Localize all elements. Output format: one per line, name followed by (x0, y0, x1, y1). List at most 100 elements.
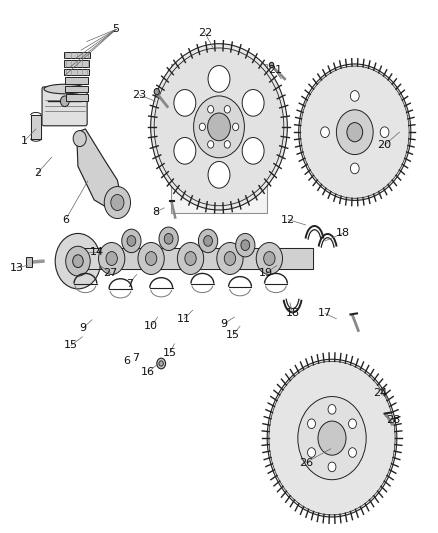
Circle shape (256, 243, 283, 274)
Circle shape (122, 229, 141, 253)
Text: 28: 28 (386, 415, 400, 425)
Circle shape (328, 462, 336, 472)
Text: 11: 11 (177, 314, 191, 324)
Circle shape (299, 64, 411, 200)
Bar (64, 60, 89, 67)
Circle shape (73, 255, 83, 268)
Circle shape (73, 131, 86, 147)
Bar (26, 257, 32, 266)
Circle shape (154, 48, 284, 206)
Circle shape (66, 246, 90, 276)
Circle shape (208, 113, 230, 141)
Polygon shape (85, 248, 313, 269)
Text: 18: 18 (336, 229, 350, 238)
Circle shape (321, 127, 329, 138)
Text: 17: 17 (318, 309, 332, 318)
FancyBboxPatch shape (42, 87, 87, 126)
Circle shape (159, 361, 163, 366)
Circle shape (111, 195, 124, 211)
Circle shape (336, 110, 373, 155)
Circle shape (236, 233, 255, 257)
Ellipse shape (44, 84, 86, 94)
Circle shape (164, 233, 173, 244)
Text: 5: 5 (113, 25, 120, 34)
Circle shape (185, 252, 196, 265)
Circle shape (177, 243, 204, 274)
Circle shape (307, 448, 315, 457)
Circle shape (269, 62, 274, 68)
Text: 15: 15 (163, 348, 177, 358)
Circle shape (300, 66, 409, 198)
Circle shape (199, 123, 205, 131)
Text: 24: 24 (373, 389, 387, 398)
Text: 2: 2 (34, 168, 41, 178)
Circle shape (194, 96, 244, 158)
Circle shape (208, 66, 230, 92)
Circle shape (198, 229, 218, 253)
Circle shape (318, 421, 346, 455)
Text: 9: 9 (220, 319, 227, 329)
Circle shape (349, 448, 357, 457)
Circle shape (55, 233, 101, 289)
Text: 23: 23 (132, 90, 146, 100)
Circle shape (159, 227, 178, 251)
Bar (64, 52, 90, 58)
Circle shape (347, 123, 363, 142)
Text: 6: 6 (62, 215, 69, 224)
Circle shape (267, 359, 397, 517)
Circle shape (99, 243, 125, 274)
Circle shape (151, 44, 287, 210)
Circle shape (154, 88, 159, 95)
Text: 20: 20 (378, 140, 392, 150)
Circle shape (269, 361, 395, 515)
Text: 27: 27 (103, 268, 117, 278)
Circle shape (208, 106, 214, 113)
Circle shape (104, 187, 131, 219)
Circle shape (233, 123, 239, 131)
Text: 12: 12 (281, 215, 295, 224)
Circle shape (145, 252, 157, 265)
Text: 16: 16 (141, 367, 155, 377)
Polygon shape (77, 129, 122, 211)
Text: 21: 21 (268, 66, 282, 75)
Circle shape (157, 358, 166, 369)
Circle shape (217, 243, 243, 274)
Text: 10: 10 (144, 321, 158, 331)
Text: 13: 13 (10, 263, 24, 272)
Circle shape (127, 236, 136, 246)
Circle shape (208, 141, 214, 148)
Circle shape (242, 90, 264, 116)
Text: 14: 14 (90, 247, 104, 256)
Circle shape (307, 419, 315, 429)
Bar (64, 69, 89, 75)
Circle shape (174, 138, 196, 164)
Circle shape (224, 141, 230, 148)
Circle shape (349, 419, 357, 429)
Circle shape (208, 161, 230, 188)
Text: 19: 19 (259, 268, 273, 278)
Text: 7: 7 (132, 353, 139, 363)
Text: 15: 15 (64, 341, 78, 350)
Text: 9: 9 (80, 323, 87, 333)
Circle shape (328, 405, 336, 414)
Circle shape (224, 252, 236, 265)
Circle shape (204, 236, 212, 246)
Circle shape (350, 163, 359, 174)
Circle shape (298, 397, 366, 480)
Circle shape (106, 252, 117, 265)
Circle shape (224, 106, 230, 113)
Circle shape (350, 91, 359, 101)
Circle shape (264, 252, 275, 265)
Circle shape (138, 243, 164, 274)
Bar (65, 86, 88, 92)
Polygon shape (31, 115, 41, 139)
Bar (65, 77, 88, 84)
Circle shape (241, 240, 250, 251)
Text: 15: 15 (226, 330, 240, 340)
Bar (66, 94, 88, 101)
Circle shape (380, 127, 389, 138)
Circle shape (174, 90, 196, 116)
Text: 7: 7 (126, 279, 133, 288)
Text: 26: 26 (299, 458, 313, 467)
Text: 6: 6 (124, 357, 131, 366)
